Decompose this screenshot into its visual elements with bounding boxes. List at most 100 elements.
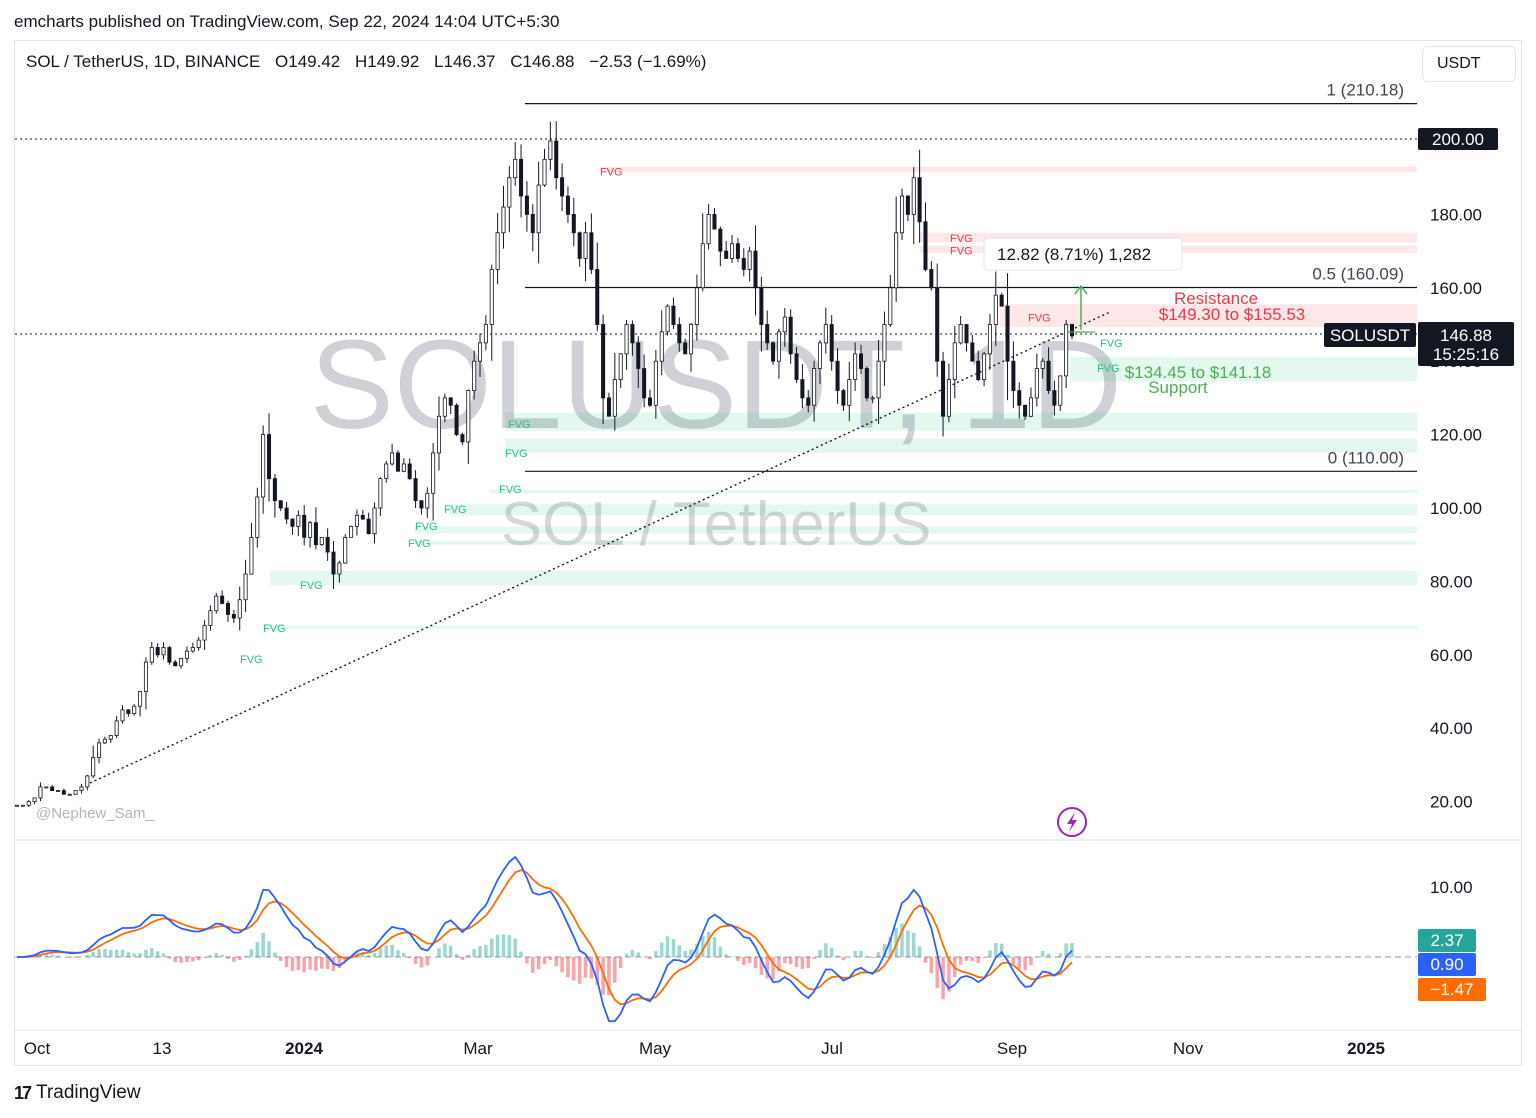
candle-body — [237, 599, 242, 619]
candle-body — [32, 797, 37, 802]
symbol-name[interactable]: SOL / TetherUS, 1D, BINANCE — [26, 52, 261, 71]
watermark-small: SOL / TetherUS — [501, 490, 932, 559]
candle-body — [308, 522, 313, 538]
footer-brand[interactable]: 17 TradingView — [14, 1082, 141, 1104]
candle-body — [747, 250, 752, 270]
candle-body — [489, 269, 494, 325]
candle-body — [530, 213, 535, 234]
candle-body — [647, 397, 653, 406]
fib-levels: 1 (210.18) 0.5 (160.09) 0 (110.00) — [525, 81, 1417, 472]
candle-body — [1069, 324, 1075, 337]
candle-body — [431, 452, 436, 494]
candle-body — [272, 478, 277, 502]
fvg-label: FVG — [415, 521, 438, 533]
fvg-label: FVG — [408, 538, 431, 550]
candle-body — [571, 213, 576, 234]
candle-body — [126, 709, 131, 714]
candle-body — [360, 514, 365, 520]
candle-body — [771, 342, 776, 362]
candle-body — [718, 228, 723, 252]
candle-body — [190, 647, 195, 652]
candle-body — [524, 195, 529, 215]
candle-body — [689, 324, 694, 355]
candle-body — [466, 390, 471, 443]
time-tick: 2024 — [285, 1039, 323, 1058]
candle-body — [1052, 390, 1057, 406]
candle-body — [765, 324, 770, 344]
candle-body — [612, 379, 617, 417]
bearish-fvg-zone — [920, 232, 1417, 242]
time-axis[interactable]: Oct 13 2024 Mar May Jul Sep Nov 2025 — [24, 1039, 1385, 1058]
currency-button[interactable]: USDT — [1422, 46, 1516, 82]
candle-body — [618, 353, 623, 380]
candle-body — [231, 614, 236, 619]
lightning-icon[interactable] — [1057, 807, 1087, 837]
candle-body — [677, 324, 682, 344]
candle-body — [683, 342, 688, 355]
candle-body — [284, 507, 289, 520]
candle-body — [120, 709, 125, 722]
measurement-arrowhead — [1074, 284, 1088, 295]
candle-body — [800, 379, 805, 399]
time-tick: Nov — [1173, 1039, 1204, 1058]
candle-body — [794, 353, 799, 380]
candle-body — [888, 287, 893, 325]
oscillator-macd-value: 0.90 — [1430, 955, 1463, 974]
candle-body — [958, 324, 963, 344]
candle-body — [829, 324, 834, 362]
price-tick: 80.00 — [1430, 572, 1473, 591]
bullish-fvg-zone — [265, 625, 1417, 630]
candles — [14, 121, 1075, 807]
candle-body — [91, 757, 96, 777]
fvg-label: FVG — [600, 167, 623, 179]
bullish-fvg-zone — [1070, 356, 1417, 382]
candle-body — [835, 360, 840, 391]
candle-body — [905, 195, 910, 215]
candle-body — [911, 177, 916, 215]
candle-body — [61, 790, 66, 795]
candle-body — [630, 324, 635, 344]
fvg-label: FVG — [505, 448, 528, 460]
candle-body — [1005, 305, 1010, 362]
time-tick: Jul — [821, 1039, 843, 1058]
price-tick: 60.00 — [1430, 646, 1473, 665]
candle-body — [730, 243, 735, 259]
price-axis[interactable]: 20.0040.0060.0080.00100.00120.00140.0016… — [1430, 205, 1482, 811]
time-tick: May — [639, 1039, 672, 1058]
candle-body — [1017, 390, 1022, 406]
fvg-label: FVG — [240, 654, 263, 666]
candle-body — [337, 562, 342, 575]
symbol-info: SOL / TetherUS, 1D, BINANCE O149.42 H149… — [26, 52, 716, 72]
fvg-label: FVG — [300, 580, 323, 592]
candle-body — [20, 804, 25, 807]
candle-body — [724, 250, 729, 259]
candle-body — [425, 492, 430, 509]
candle-body — [776, 331, 781, 362]
tradingview-logo-icon: 17 — [14, 1082, 32, 1103]
candle-body — [67, 793, 72, 796]
candle-body — [665, 305, 670, 333]
candle-body — [817, 342, 822, 369]
candle-body — [606, 397, 611, 417]
candle-body — [319, 536, 324, 546]
candle-body — [79, 786, 84, 791]
candle-body — [507, 177, 512, 208]
candle-body — [354, 514, 359, 527]
candle-body — [196, 639, 201, 648]
candle-body — [583, 232, 588, 259]
candle-body — [536, 184, 541, 234]
publisher-line: emcharts published on TradingView.com, S… — [14, 12, 560, 31]
candle-body — [472, 360, 477, 391]
candle-body — [589, 232, 594, 270]
candle-body — [108, 735, 113, 740]
candle-body — [331, 551, 336, 575]
candle-body — [735, 243, 740, 259]
candle-body — [847, 379, 852, 406]
candle-body — [73, 790, 78, 795]
candle-body — [952, 342, 957, 380]
candle-body — [1064, 324, 1069, 377]
candle-body — [806, 397, 811, 406]
candle-body — [501, 206, 506, 234]
last-price-symbol: SOLUSDT — [1330, 326, 1410, 345]
